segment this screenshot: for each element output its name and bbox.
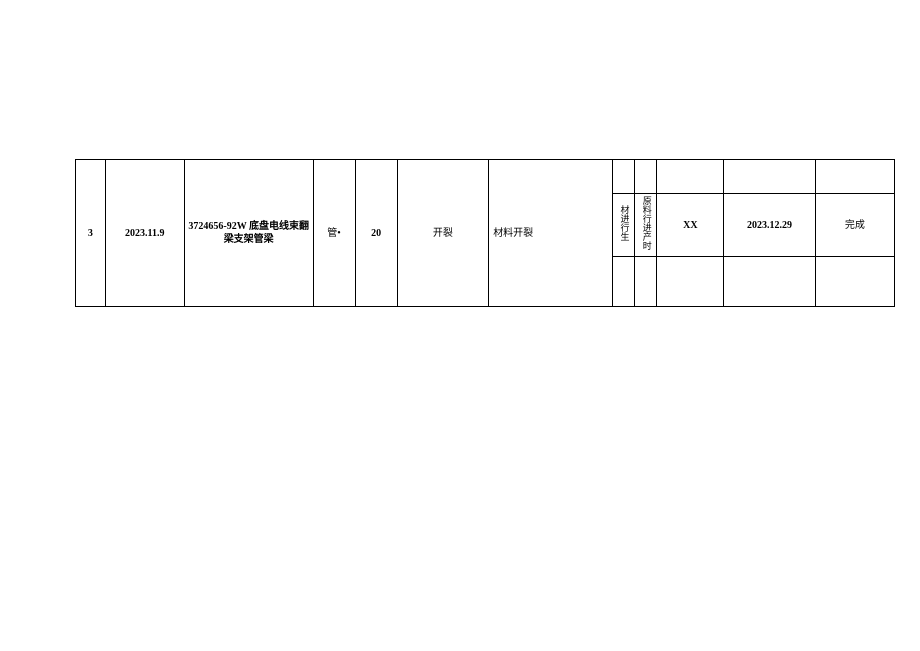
cell-type: 管• xyxy=(313,160,355,307)
cell-seq: 3 xyxy=(76,160,106,307)
cell-r2-c8: 材进行生 xyxy=(612,194,634,257)
cell-r2-status: 完成 xyxy=(815,194,894,257)
cell-r3-status xyxy=(815,257,894,307)
cell-r1-status xyxy=(815,160,894,194)
cell-r2-due: 2023.12.29 xyxy=(724,194,816,257)
vtext-c9: 原料行进产时 xyxy=(641,196,651,250)
cell-part: 3724656-92W 底盘电线束翻梁支架管梁 xyxy=(184,160,313,307)
cell-defect: 开裂 xyxy=(397,160,489,307)
cell-r1-owner xyxy=(657,160,724,194)
cell-r1-c9 xyxy=(635,160,657,194)
cell-r3-owner xyxy=(657,257,724,307)
vtext-c8: 材进行生 xyxy=(619,205,629,241)
issue-table-wrap: 3 2023.11.9 3724656-92W 底盘电线束翻梁支架管梁 管• 2… xyxy=(75,159,895,307)
cell-r2-c9: 原料行进产时 xyxy=(635,194,657,257)
cell-cause: 材料开裂 xyxy=(489,160,613,307)
cell-r2-owner: XX xyxy=(657,194,724,257)
cell-qty: 20 xyxy=(355,160,397,307)
issue-table: 3 2023.11.9 3724656-92W 底盘电线束翻梁支架管梁 管• 2… xyxy=(75,159,895,307)
cell-date: 2023.11.9 xyxy=(105,160,184,307)
cell-r1-c8 xyxy=(612,160,634,194)
cell-r3-c9 xyxy=(635,257,657,307)
cell-r3-c8 xyxy=(612,257,634,307)
cell-r3-due xyxy=(724,257,816,307)
cell-r1-due xyxy=(724,160,816,194)
